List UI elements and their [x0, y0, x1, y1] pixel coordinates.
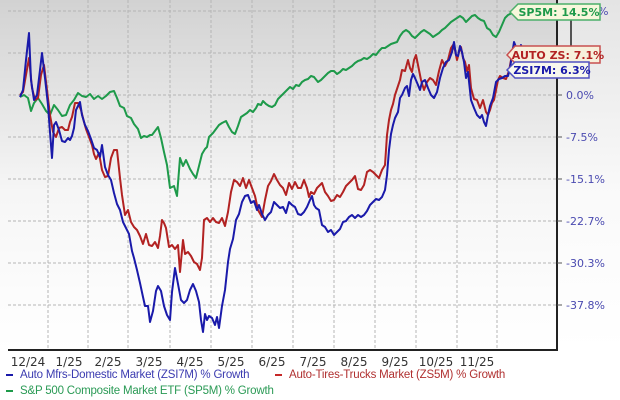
series-zsi7m-line [19, 32, 529, 333]
zsi7m-value-tag: ZSI7M: 6.3% [505, 61, 591, 79]
y-tick-label: -15.1% [566, 173, 605, 186]
series-sp5m-line [19, 9, 553, 197]
vertical-gridlines [47, 0, 498, 350]
x-tick-label: 4/25 [177, 355, 204, 369]
y-tick-label: -37.8% [566, 299, 605, 312]
horizontal-gridlines [8, 10, 557, 306]
legend-label: S&P 500 Composite Market ETF (SP5M) % Gr… [20, 385, 274, 397]
x-tick-label: 12/24 [11, 355, 46, 369]
x-axis-labels: 12/24 1/25 2/25 3/25 4/25 5/25 6/25 7/25… [11, 355, 495, 369]
x-tick-label: 11/25 [460, 355, 495, 369]
zsi7m-tag-text: ZSI7M: 6.3% [513, 64, 590, 77]
x-tick-label: 8/25 [341, 355, 368, 369]
y-tick-label: -22.7% [566, 215, 605, 228]
sp5m-tag-text: SP5M: 14.5% [519, 6, 600, 19]
y-axis-ticks [557, 94, 562, 306]
legend-marker-green [6, 389, 13, 392]
legend-item-zsi7m: Auto Mfrs-Domestic Market (ZSI7M) % Grow… [6, 369, 250, 381]
x-tick-label: 5/25 [218, 355, 245, 369]
legend-marker-red [275, 373, 282, 376]
y-tick-label: -7.5% [566, 131, 598, 144]
legend-marker-blue [6, 373, 13, 376]
x-tick-label: 6/25 [259, 355, 286, 369]
auto-zs-value-tag: AUTO ZS: 7.1% [505, 45, 604, 64]
x-tick-label: 2/25 [95, 355, 122, 369]
legend-label: Auto Mfrs-Domestic Market (ZSI7M) % Grow… [20, 369, 250, 381]
y-tick-label: -30.3% [566, 257, 605, 270]
x-tick-label: 10/25 [419, 355, 454, 369]
legend-label: Auto-Tires-Trucks Market (ZS5M) % Growth [289, 369, 506, 381]
x-tick-label: 7/25 [300, 355, 327, 369]
sp5m-value-tag: SP5M: 14.5% [508, 3, 601, 21]
x-tick-label: 9/25 [382, 355, 409, 369]
y-tick-label: 0.0% [566, 89, 594, 102]
x-tick-label: 1/25 [56, 355, 83, 369]
y-tick-label-partial: % [598, 5, 608, 18]
y-axis-labels: 0.0% -7.5% -15.1% -22.7% -30.3% -37.8% % [566, 5, 608, 312]
series-zs5m-line [19, 44, 529, 273]
auto-zs-tag-text: AUTO ZS: 7.1% [512, 49, 604, 62]
legend-item-sp5m: S&P 500 Composite Market ETF (SP5M) % Gr… [6, 385, 274, 397]
x-tick-label: 3/25 [136, 355, 163, 369]
legend-item-zs5m: Auto-Tires-Trucks Market (ZS5M) % Growth [275, 369, 505, 381]
